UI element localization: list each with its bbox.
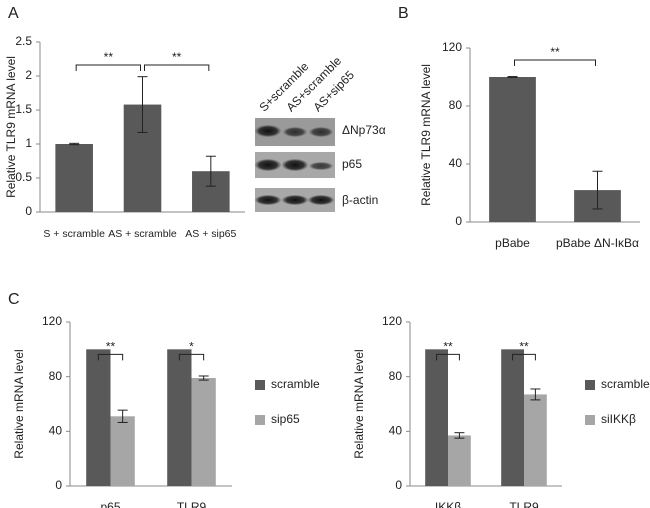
significance-label: ** (106, 340, 116, 354)
y-axis-label: Relative mRNA level (352, 349, 366, 458)
legend-swatch (585, 380, 595, 390)
significance-bracket (514, 59, 596, 66)
bar (167, 349, 192, 486)
y-tick-label: 2 (25, 68, 32, 82)
y-tick-label: 0 (25, 204, 32, 218)
significance-bracket (75, 64, 141, 71)
x-tick-label: TLR9 (177, 500, 207, 508)
y-tick-label: 80 (49, 369, 63, 383)
x-tick-label: IKKβ (435, 500, 461, 508)
bar (489, 77, 536, 222)
band (282, 159, 308, 171)
band (283, 127, 307, 137)
band (255, 125, 281, 137)
significance-label: ** (104, 50, 114, 64)
significance-bracket (178, 353, 205, 361)
band (255, 195, 281, 205)
y-tick-label: 0 (395, 478, 402, 492)
band (282, 195, 308, 205)
panel-letter: C (8, 291, 20, 308)
y-tick-label: 80 (449, 98, 463, 112)
y-tick-label: 2.5 (15, 34, 32, 48)
y-axis-label: Relative TLR9 mRNA level (4, 56, 18, 198)
legend-label: scramble (271, 377, 320, 391)
y-tick-label: 40 (49, 424, 63, 438)
band (255, 159, 281, 171)
bar (55, 144, 93, 212)
y-tick-label: 40 (449, 156, 463, 170)
bar (191, 378, 216, 486)
y-tick-label: 40 (389, 424, 403, 438)
x-tick-label: AS + scramble (108, 228, 177, 240)
bar (110, 416, 135, 486)
protein-label: β-actin (342, 193, 378, 207)
y-tick-label: 80 (389, 369, 403, 383)
significance-label: ** (172, 50, 182, 64)
x-tick-label: p65 (100, 500, 120, 508)
panel-letter: A (8, 5, 19, 22)
y-tick-label: 0 (455, 214, 462, 228)
y-tick-label: 1 (25, 136, 32, 150)
x-tick-label: pBabe ΔN-IκBα (556, 236, 639, 250)
x-tick-label: pBabe (495, 236, 530, 250)
bar (448, 435, 471, 486)
y-axis-label: Relative mRNA level (12, 349, 26, 458)
legend-label: sip65 (271, 412, 300, 426)
significance-bracket (512, 353, 536, 361)
legend-label: scramble (601, 377, 650, 391)
significance-label: * (189, 340, 194, 354)
y-tick-label: 120 (382, 314, 402, 328)
bar (524, 394, 547, 486)
protein-label: p65 (342, 157, 362, 171)
significance-bracket (436, 353, 460, 361)
panel-letter: B (398, 5, 409, 22)
band (309, 162, 333, 170)
significance-label: ** (443, 340, 453, 354)
y-tick-label: 120 (442, 40, 462, 54)
x-tick-label: S + scramble (43, 228, 105, 240)
y-tick-label: 0 (55, 478, 62, 492)
significance-bracket (144, 64, 210, 71)
significance-label: ** (550, 45, 560, 59)
x-tick-label: AS + sip65 (185, 228, 236, 240)
x-tick-label: TLR9 (509, 500, 539, 508)
bar (86, 349, 111, 486)
y-tick-label: 1.5 (15, 102, 32, 116)
legend-swatch (255, 415, 265, 425)
significance-bracket (97, 353, 124, 361)
legend-swatch (585, 415, 595, 425)
protein-label: ΔNp73α (342, 123, 386, 137)
band (308, 195, 334, 205)
y-tick-label: 120 (42, 314, 62, 328)
bar (501, 349, 524, 486)
legend-swatch (255, 380, 265, 390)
bar (425, 349, 448, 486)
significance-label: ** (519, 340, 529, 354)
western-blot: S+scramble AS+scramble AS+sip65 ΔNp73α p… (255, 54, 386, 212)
y-tick-label: 0.5 (15, 170, 32, 184)
y-axis-label: Relative TLR9 mRNA level (419, 64, 433, 206)
band (309, 127, 333, 137)
legend-label: siIKKβ (601, 412, 636, 426)
